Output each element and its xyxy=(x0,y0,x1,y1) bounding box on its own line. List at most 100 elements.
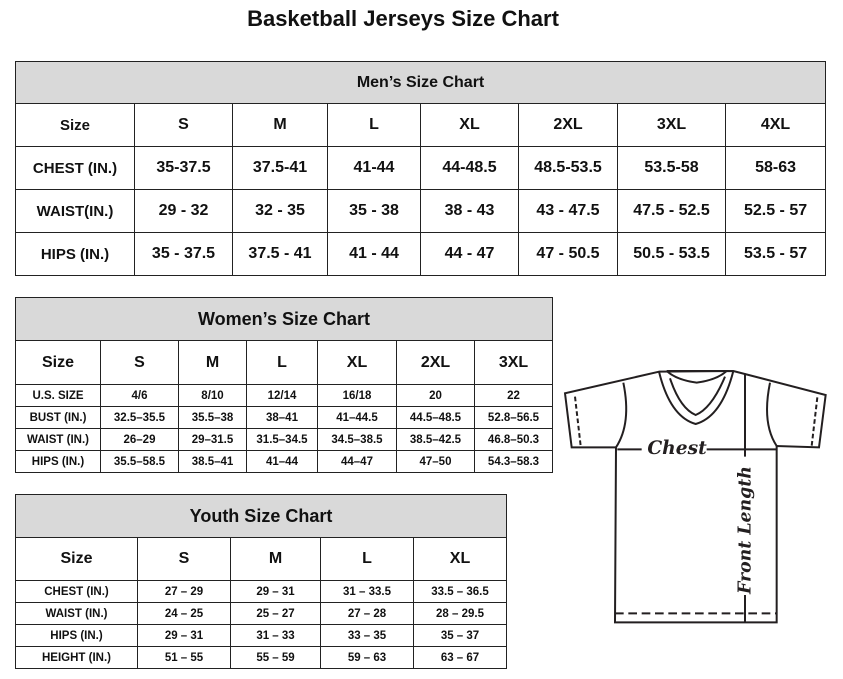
table-cell: 29 – 31 xyxy=(137,624,231,647)
table-cell: 59 – 63 xyxy=(320,646,414,669)
table-cell: 50.5 - 53.5 xyxy=(617,232,726,276)
table-cell: 54.3–58.3 xyxy=(473,450,554,473)
table-cell: 58-63 xyxy=(724,146,827,190)
column-header: L xyxy=(327,103,421,147)
table-cell: 22 xyxy=(473,384,554,407)
table-cell: 8/10 xyxy=(178,384,247,407)
column-header: M xyxy=(230,537,321,581)
table-cell: 31 – 33 xyxy=(230,624,321,647)
column-header: Size xyxy=(15,340,101,385)
table-cell: 25 – 27 xyxy=(230,602,321,625)
table-cell: 47.5 - 52.5 xyxy=(617,189,726,233)
row-label: CHEST (IN.) xyxy=(15,146,135,190)
column-header: Size xyxy=(15,537,138,581)
table-cell: 44.5–48.5 xyxy=(396,406,475,429)
row-label: WAIST (IN.) xyxy=(15,428,101,451)
column-header: XL xyxy=(420,103,519,147)
row-label: WAIST (IN.) xyxy=(15,602,138,625)
table-cell: 52.5 - 57 xyxy=(724,189,827,233)
row-label: HEIGHT (IN.) xyxy=(15,646,138,669)
table-cell: 38 - 43 xyxy=(420,189,519,233)
table-row: WAIST (IN.) 24 – 25 25 – 27 27 – 28 28 – 29.… xyxy=(15,602,508,625)
table-cell: 47 - 50.5 xyxy=(518,232,618,276)
table-cell: 31.5–34.5 xyxy=(246,428,318,451)
table-cell: 37.5 - 41 xyxy=(232,232,328,276)
table-cell: 27 – 29 xyxy=(137,580,231,603)
table-cell: 35.5–58.5 xyxy=(100,450,179,473)
column-header: Size xyxy=(15,103,135,147)
table-cell: 29 - 32 xyxy=(134,189,233,233)
table-cell: 38.5–42.5 xyxy=(396,428,475,451)
table-row: U.S. SIZE 4/6 8/10 12/14 16/18 20 22 xyxy=(15,384,554,407)
column-header: S xyxy=(137,537,231,581)
table-cell: 31 – 33.5 xyxy=(320,580,414,603)
column-header: M xyxy=(178,340,247,385)
table-row: WAIST(IN.) 29 - 32 32 - 35 35 - 38 38 - 43 43… xyxy=(15,189,827,233)
table-cell: 29 – 31 xyxy=(230,580,321,603)
row-label: HIPS (IN.) xyxy=(15,450,101,473)
table-cell: 38.5–41 xyxy=(178,450,247,473)
table-cell: 12/14 xyxy=(246,384,318,407)
front-length-label: Front Length xyxy=(736,466,756,595)
table-cell: 35 – 37 xyxy=(412,624,508,647)
row-label: U.S. SIZE xyxy=(15,384,101,407)
column-header: 2XL xyxy=(518,103,618,147)
table-cell: 24 – 25 xyxy=(137,602,231,625)
row-label: HIPS (IN.) xyxy=(15,624,138,647)
table-row: HIPS (IN.) 35.5–58.5 38.5–41 41–44 44–47 47–5… xyxy=(15,450,554,473)
table-cell: 4/6 xyxy=(100,384,179,407)
table-row: HIPS (IN.) 29 – 31 31 – 33 33 – 35 35 – 37 xyxy=(15,624,508,647)
table-row: HEIGHT (IN.) 51 – 55 55 – 59 59 – 63 63 – 67 xyxy=(15,646,508,669)
table-cell: 35.5–38 xyxy=(178,406,247,429)
table-cell: 20 xyxy=(396,384,475,407)
table-cell: 26–29 xyxy=(100,428,179,451)
column-header: S xyxy=(134,103,233,147)
youth-size-table: Youth Size Chart Size S M L XL CHEST (IN.) 27 … xyxy=(14,494,508,669)
header-row: Size S M L XL 2XL 3XL xyxy=(15,340,554,385)
table-cell: 53.5 - 57 xyxy=(724,232,827,276)
table-cell: 35 - 37.5 xyxy=(134,232,233,276)
column-header: XL xyxy=(317,340,397,385)
column-header: M xyxy=(232,103,328,147)
table-cell: 35-37.5 xyxy=(134,146,233,190)
row-label: HIPS (IN.) xyxy=(15,232,135,276)
table-cell: 41–44.5 xyxy=(317,406,397,429)
header-row: Size S M L XL 2XL 3XL 4XL xyxy=(15,103,827,147)
column-header: 3XL xyxy=(473,340,554,385)
table-row: CHEST (IN.) 27 – 29 29 – 31 31 – 33.5 33.5 –… xyxy=(15,580,508,603)
table-cell: 32.5–35.5 xyxy=(100,406,179,429)
table-cell: 32 - 35 xyxy=(232,189,328,233)
chest-label: Chest xyxy=(647,437,707,459)
column-header: 4XL xyxy=(724,103,827,147)
table-cell: 48.5-53.5 xyxy=(518,146,618,190)
table-row: HIPS (IN.) 35 - 37.5 37.5 - 41 41 - 44 44 - … xyxy=(15,232,827,276)
table-cell: 52.8–56.5 xyxy=(473,406,554,429)
column-header: 2XL xyxy=(396,340,475,385)
table-cell: 16/18 xyxy=(317,384,397,407)
row-label: WAIST(IN.) xyxy=(15,189,135,233)
table-row: BUST (IN.) 32.5–35.5 35.5–38 38–41 41–44.5 44… xyxy=(15,406,554,429)
column-header: L xyxy=(320,537,414,581)
table-cell: 33.5 – 36.5 xyxy=(412,580,508,603)
table-row: WAIST (IN.) 26–29 29–31.5 31.5–34.5 34.5–38.… xyxy=(15,428,554,451)
table-cell: 34.5–38.5 xyxy=(317,428,397,451)
table-cell: 53.5-58 xyxy=(617,146,726,190)
row-label: CHEST (IN.) xyxy=(15,580,138,603)
table-title: Youth Size Chart xyxy=(14,494,508,538)
table-cell: 37.5-41 xyxy=(232,146,328,190)
table-cell: 55 – 59 xyxy=(230,646,321,669)
table-cell: 41-44 xyxy=(327,146,421,190)
column-header: S xyxy=(100,340,179,385)
page-title: Basketball Jerseys Size Chart xyxy=(247,6,559,31)
table-cell: 44–47 xyxy=(317,450,397,473)
column-header: 3XL xyxy=(617,103,726,147)
column-header: L xyxy=(246,340,318,385)
table-cell: 28 – 29.5 xyxy=(412,602,508,625)
table-title: Men’s Size Chart xyxy=(14,61,827,104)
mens-size-table: Men’s Size Chart Size S M L XL 2XL 3XL 4XL CHEST… xyxy=(14,61,827,276)
table-cell: 63 – 67 xyxy=(412,646,508,669)
column-header: XL xyxy=(412,537,508,581)
table-row: CHEST (IN.) 35-37.5 37.5-41 41-44 44-48.5 48.… xyxy=(15,146,827,190)
table-cell: 51 – 55 xyxy=(137,646,231,669)
header-row: Size S M L XL xyxy=(15,537,508,581)
